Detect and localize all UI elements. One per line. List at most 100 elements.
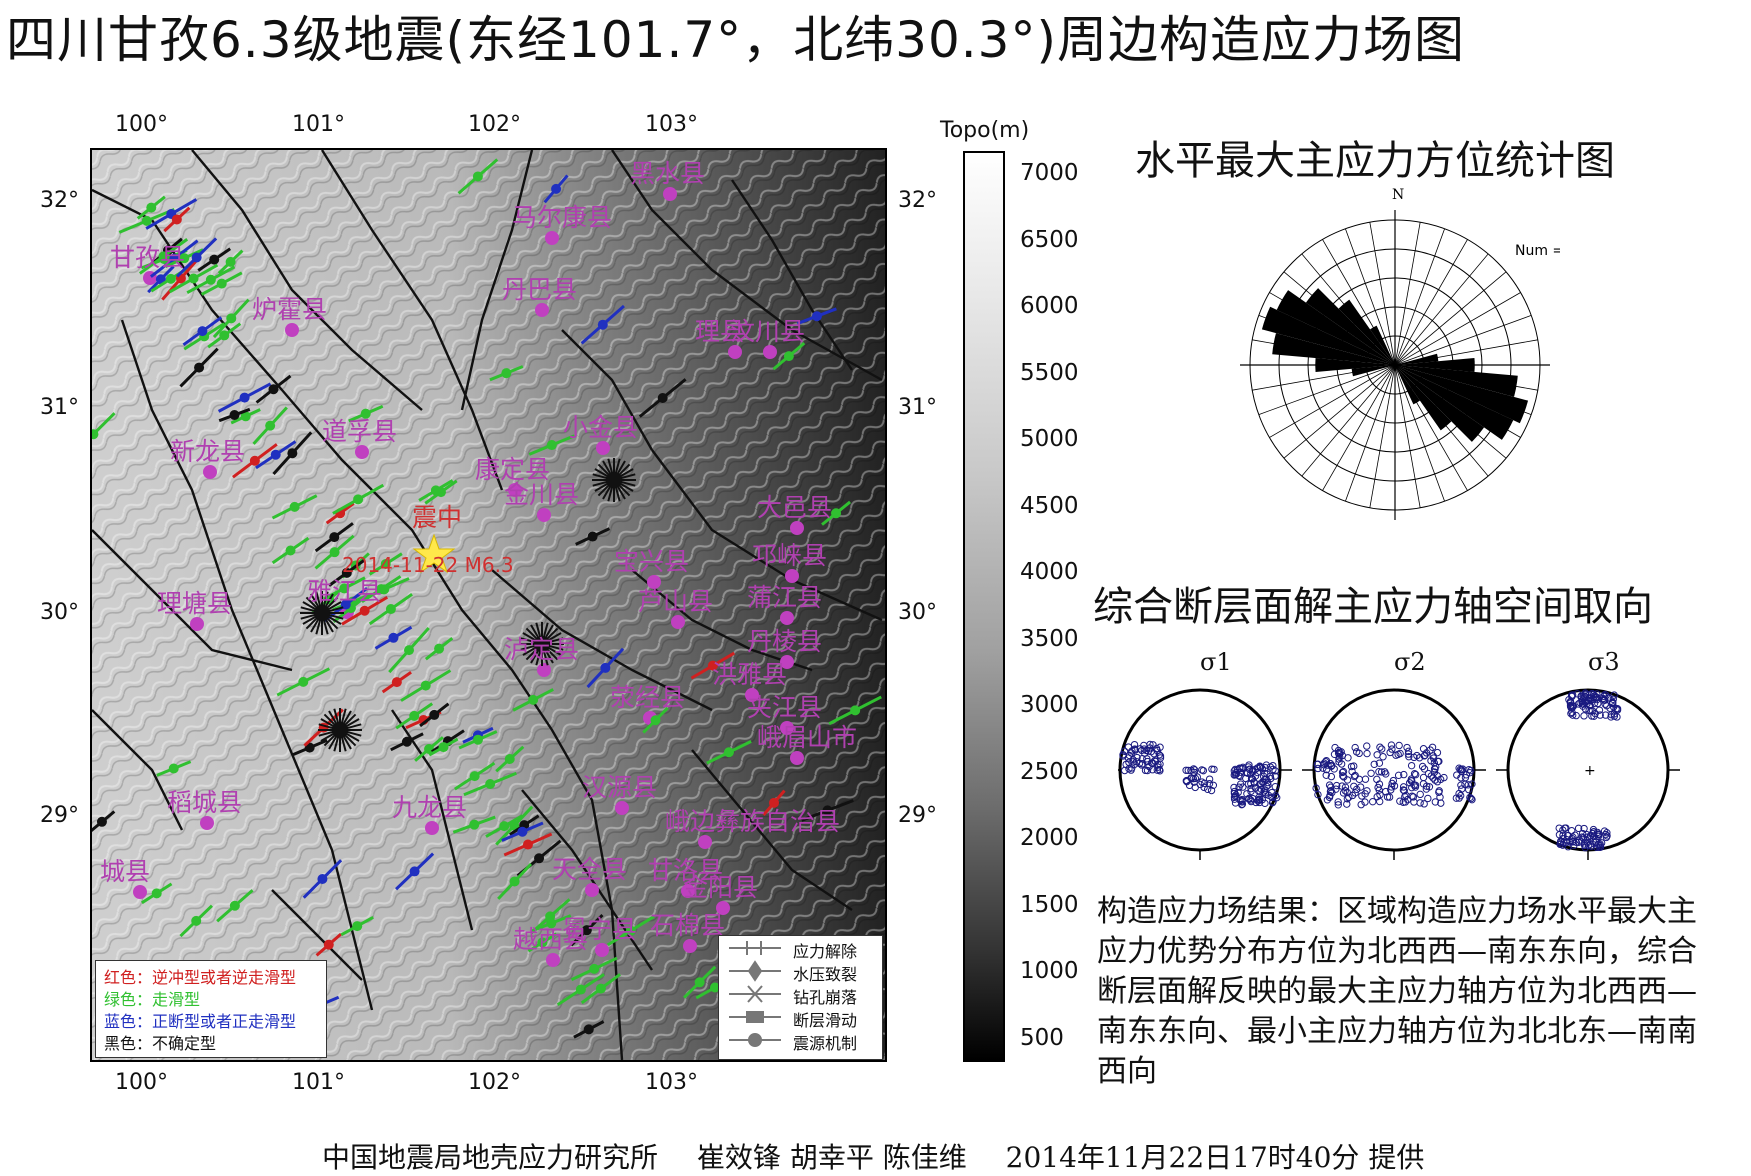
stereo-point xyxy=(1563,835,1571,844)
rose-spoke xyxy=(1258,364,1396,415)
stereo-point xyxy=(1579,834,1587,842)
county-dot xyxy=(425,821,439,835)
stereo-point xyxy=(1465,765,1473,774)
stereo-point xyxy=(1583,699,1591,708)
legend-red: 红色：逆冲型或者逆走滑型 xyxy=(104,968,297,987)
stress-point xyxy=(528,694,539,705)
county-dot xyxy=(683,939,697,953)
terrain-map-svg xyxy=(92,150,885,1060)
stress-point xyxy=(391,677,402,688)
stereo-point xyxy=(1555,831,1564,839)
stereo-point xyxy=(1327,786,1335,795)
stereo-point xyxy=(1343,776,1352,784)
stress-markers xyxy=(92,158,882,1039)
page-title: 四川甘孜6.3级地震(东经101.7°，北纬30.3°)周边构造应力场图 xyxy=(6,11,1465,69)
stereo-point xyxy=(1369,797,1377,806)
stereo-point xyxy=(1323,796,1332,804)
stereo-point xyxy=(1400,770,1408,779)
stereo-point xyxy=(1129,758,1137,766)
stereo-point xyxy=(1580,824,1588,833)
county-label: 荥经县 xyxy=(610,683,686,712)
rose-petal xyxy=(1395,365,1518,397)
rose-petal xyxy=(1276,290,1395,365)
county-label: 雅江县 xyxy=(307,577,383,606)
stereo-point xyxy=(1467,794,1475,803)
rose-petal xyxy=(1395,358,1475,372)
county-label: 稻城县 xyxy=(167,788,243,817)
stereo-point xyxy=(1230,771,1238,779)
rose-spoke xyxy=(1394,253,1489,366)
stereo-point xyxy=(1247,787,1255,796)
stereo-point xyxy=(1143,766,1152,775)
lat-tick-left: 30° xyxy=(40,600,79,625)
focal-center xyxy=(332,722,348,738)
stereo-point xyxy=(1348,791,1357,800)
stereo-point xyxy=(1361,775,1370,783)
stereo-point xyxy=(1351,771,1359,780)
stress-point xyxy=(589,963,600,974)
stereo-point xyxy=(1383,793,1392,801)
county-dot xyxy=(716,901,730,915)
sigma3-label: σ3 xyxy=(1588,648,1620,676)
stress-point xyxy=(239,392,250,403)
focal-center xyxy=(534,636,550,652)
stereo-point xyxy=(1428,743,1437,751)
stereo-point xyxy=(1562,824,1570,832)
county-dot xyxy=(681,884,695,898)
stereo-point xyxy=(1430,768,1439,776)
stereo-point xyxy=(1580,841,1589,850)
stress-point xyxy=(583,1024,594,1035)
stereo-point xyxy=(1592,693,1600,701)
stereo-point xyxy=(1580,692,1589,700)
stress-point xyxy=(595,983,606,994)
stereo-point xyxy=(1600,696,1609,704)
footer-org: 中国地震局地壳应力研究所 xyxy=(322,1141,659,1174)
stereo-point xyxy=(1322,765,1331,774)
stress-map: 震中 2014-11-22 M6.3 甘孜县 炉霍县 道孚县 新龙县 丹巴县 康定县 雅江县… xyxy=(90,148,887,1062)
county-label: 越西县 xyxy=(513,925,589,954)
rose-spoke xyxy=(1394,228,1445,366)
stress-point xyxy=(353,494,364,505)
stereo-point xyxy=(1339,772,1347,780)
stress-point xyxy=(158,251,169,262)
stereo-point xyxy=(1403,795,1412,804)
stress-point xyxy=(168,763,179,774)
county-dot xyxy=(780,721,794,735)
colorbar-tick-label: 1500 xyxy=(1020,891,1079,918)
stereo-point xyxy=(1570,841,1578,850)
stress-point xyxy=(509,820,520,831)
stress-point xyxy=(329,547,340,558)
stereo-point xyxy=(1609,695,1617,703)
county-dot xyxy=(615,801,629,815)
stereo-point xyxy=(1129,756,1137,764)
stereo-point xyxy=(1138,760,1147,768)
county-label: 理县 xyxy=(695,317,746,346)
legend-overcoring: 应力解除 xyxy=(793,942,858,961)
footer-date: 2014年11月22日17时40分 提供 xyxy=(1005,1141,1425,1174)
stress-point xyxy=(388,632,399,643)
stereo-point xyxy=(1335,755,1343,763)
stereo-point xyxy=(1357,800,1365,809)
stereo-point xyxy=(1597,839,1606,847)
stereo-point xyxy=(1585,691,1593,699)
stress-point xyxy=(522,839,533,850)
stereo-point xyxy=(1237,764,1245,772)
stress-point xyxy=(469,771,480,782)
stress-point xyxy=(504,754,515,765)
stereonet-1 xyxy=(1118,688,1292,860)
rose-spoke xyxy=(1322,364,1396,491)
epicenter-label: 震中 xyxy=(412,503,463,532)
county-dot xyxy=(780,655,794,669)
stress-point xyxy=(226,313,237,324)
county-label: 夹江县 xyxy=(747,693,823,722)
colorbar-tick-label: 2500 xyxy=(1020,758,1079,785)
stress-point xyxy=(191,915,202,926)
stereo-point xyxy=(1376,797,1384,806)
stress-point xyxy=(323,939,334,950)
stereo-point xyxy=(1266,772,1275,781)
stereo-point xyxy=(1559,831,1567,840)
stress-point xyxy=(831,508,842,519)
lon-tick-top: 102° xyxy=(468,112,521,137)
stereo-point xyxy=(1271,772,1279,780)
stress-point xyxy=(509,876,520,887)
